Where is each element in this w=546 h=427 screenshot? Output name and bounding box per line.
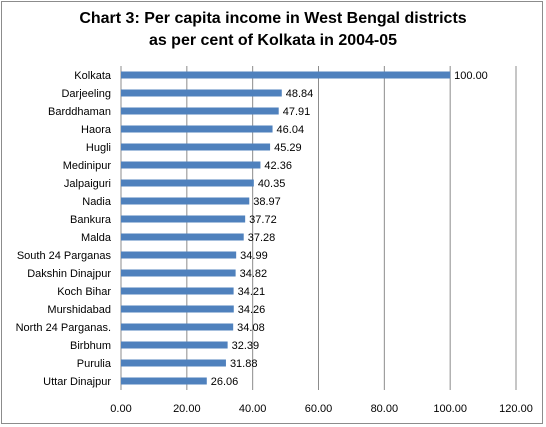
category-label: Kolkata: [74, 70, 112, 82]
category-label: Koch Bihar: [57, 286, 111, 298]
bar: [121, 341, 228, 349]
category-label: Dakshin Dinajpur: [27, 268, 111, 280]
x-tick-label: 40.00: [239, 403, 267, 415]
category-label: Bankura: [70, 214, 112, 226]
data-label: 100.00: [454, 70, 488, 82]
category-label: Nadia: [82, 196, 112, 208]
data-label: 40.35: [258, 178, 286, 190]
category-label: Barddhaman: [48, 106, 111, 118]
data-label: 34.21: [238, 286, 266, 298]
category-label: Birbhum: [70, 340, 111, 352]
data-label: 38.97: [253, 196, 281, 208]
data-label: 47.91: [283, 106, 311, 118]
category-label: Medinipur: [63, 160, 112, 172]
bar: [121, 323, 234, 331]
bar: [121, 179, 254, 187]
chart-title-line-1: Chart 3: Per capita income in West Benga…: [79, 10, 467, 27]
data-label: 34.08: [237, 322, 265, 334]
bar: [121, 107, 279, 115]
bar: [121, 269, 236, 277]
data-label: 34.26: [238, 304, 266, 316]
bar: [121, 233, 244, 241]
category-label: Jalpaiguri: [64, 178, 111, 190]
x-tick-label: 60.00: [305, 403, 333, 415]
x-tick-label: 100.00: [433, 403, 467, 415]
bar: [121, 305, 234, 313]
data-label: 37.72: [249, 214, 277, 226]
x-tick-label: 120.00: [499, 403, 533, 415]
category-label: Hugli: [86, 142, 111, 154]
chart-title-line-2: as per cent of Kolkata in 2004-05: [148, 32, 398, 49]
x-tick-label: 80.00: [371, 403, 399, 415]
x-tick-label: 0.00: [110, 403, 131, 415]
category-label: Haora: [81, 124, 112, 136]
bar: [121, 287, 234, 295]
category-label: Purulia: [77, 358, 112, 370]
bar: [121, 71, 451, 79]
bar: [121, 377, 207, 385]
category-label: North 24 Parganas.: [16, 322, 111, 334]
bar: [121, 143, 271, 151]
data-label: 26.06: [211, 376, 239, 388]
category-label: Darjeeling: [61, 88, 111, 100]
bar: [121, 89, 282, 97]
category-label: South 24 Parganas: [17, 250, 112, 262]
data-label: 34.99: [240, 250, 268, 262]
category-label: Uttar Dinajpur: [43, 376, 111, 388]
data-label: 31.88: [230, 358, 258, 370]
bar: [121, 215, 246, 223]
x-tick-label: 20.00: [173, 403, 201, 415]
category-label: Murshidabad: [47, 304, 111, 316]
data-label: 46.04: [277, 124, 305, 136]
bar: [121, 125, 273, 133]
data-label: 42.36: [264, 160, 292, 172]
bar: [121, 359, 226, 367]
data-label: 48.84: [286, 88, 314, 100]
bar: [121, 161, 261, 169]
data-label: 32.39: [232, 340, 260, 352]
bar: [121, 197, 250, 205]
category-label: Malda: [81, 232, 112, 244]
data-label: 37.28: [248, 232, 276, 244]
data-label: 45.29: [274, 142, 302, 154]
bar: [121, 251, 237, 259]
data-label: 34.82: [240, 268, 268, 280]
